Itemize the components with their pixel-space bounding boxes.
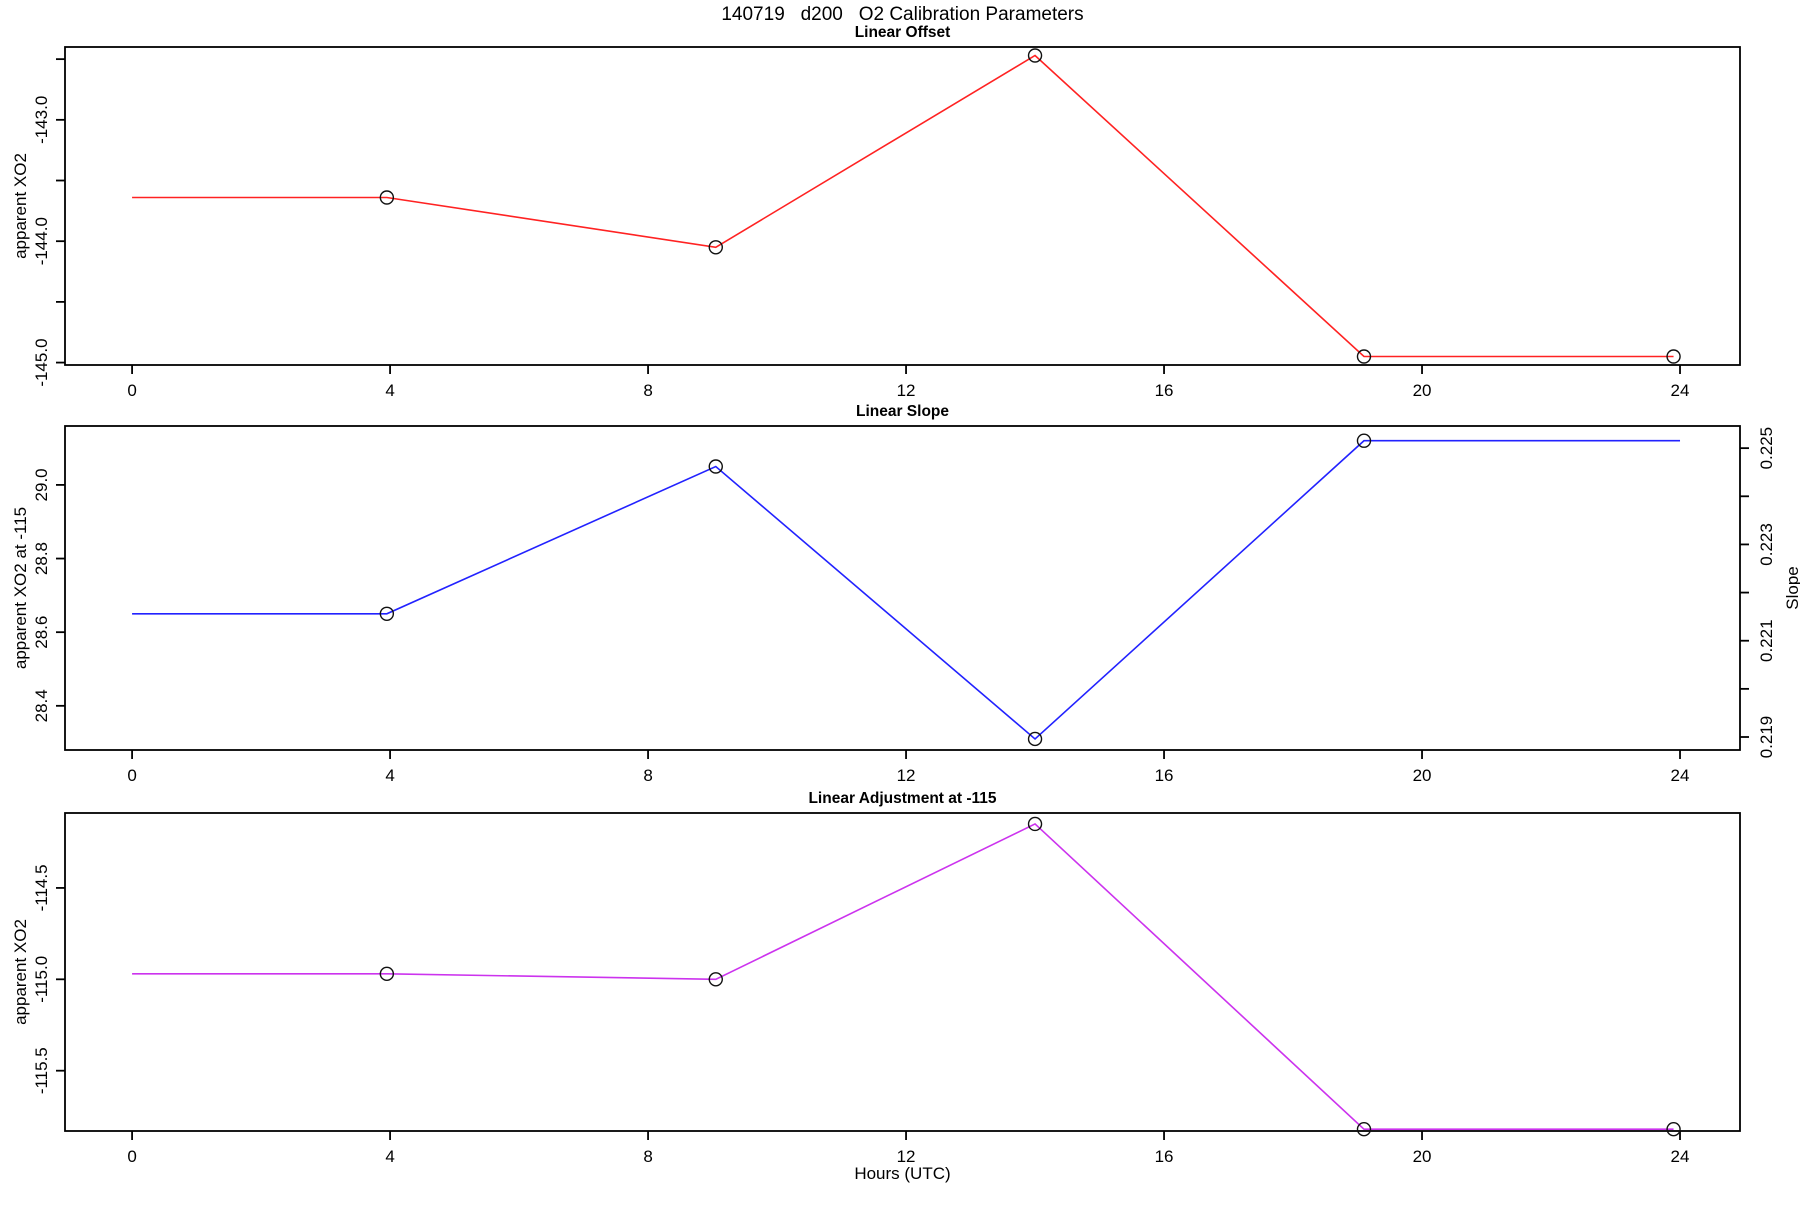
data-point-marker [1666,1121,1681,1137]
data-point-marker [1027,816,1043,832]
y-tick-label: 28.6 [32,616,51,649]
x-tick-label: 4 [385,1147,394,1166]
y-tick-label: 29.0 [32,468,51,501]
data-point-marker [1027,48,1043,63]
panel-box [64,425,1741,751]
data-point-marker [379,190,395,205]
y-tick-label: -114.5 [32,864,51,911]
y-tick-label: -145.0 [32,338,51,386]
series-line-adjustment_line [132,823,1674,1130]
x-tick-label: 20 [1413,381,1432,400]
x-tick-label: 0 [127,381,136,400]
x-tick-label: 20 [1413,766,1432,785]
x-tick-label: 8 [643,766,652,785]
panel-title: Linear Adjustment at -115 [808,790,996,807]
x-tick-label: 8 [643,1147,652,1166]
data-point-marker [1666,349,1681,364]
x-tick-label: 16 [1155,1147,1174,1166]
x-tick-label: 12 [897,766,916,785]
y2-tick-label: 0.221 [1757,619,1776,662]
x-tick-label: 24 [1671,381,1690,400]
x-tick-label: 0 [127,766,136,785]
page-title: 140719 d200 O2 Calibration Parameters [721,4,1084,25]
panel-box [64,812,1741,1132]
x-tick-label: 8 [643,381,652,400]
x-tick-label: 20 [1413,1147,1432,1166]
panel-title: Linear Offset [855,24,951,41]
y2-tick-label: 0.219 [1757,716,1776,759]
y-tick-label: -144.0 [32,217,51,265]
x-tick-label: 12 [897,1147,916,1166]
panel-title: Linear Slope [856,403,949,420]
data-point-marker [1027,731,1043,747]
data-point-marker [708,459,723,474]
y-axis-label: apparent XO2 [11,153,30,259]
y-tick-label: 28.4 [32,689,51,722]
x-tick-label: 4 [385,381,394,400]
y2-tick-label: 0.223 [1757,523,1776,566]
y-axis-label: apparent XO2 at -115 [11,507,30,669]
x-tick-label: 16 [1155,766,1174,785]
x-tick-label: 0 [127,1147,136,1166]
y-axis-label: apparent XO2 [11,919,30,1025]
x-tick-label: 4 [385,766,394,785]
data-point-marker [708,972,723,987]
y-tick-label: -143.0 [32,96,51,144]
panel-box [64,46,1741,366]
series-line-slope_line [132,439,1681,741]
data-point-marker [1356,433,1372,448]
series-line-offset_line [132,54,1674,358]
data-point-marker [1356,349,1372,364]
data-point-marker [379,966,395,982]
x-tick-label: 12 [897,381,916,400]
x-tick-label: 24 [1671,766,1690,785]
x-tick-label: 16 [1155,381,1174,400]
x-tick-label: 24 [1671,1147,1690,1166]
y-tick-label: -115.0 [32,956,51,1003]
y-tick-label: -115.5 [32,1047,51,1094]
y2-tick-label: 0.225 [1757,427,1776,470]
data-point-marker [1356,1121,1372,1137]
y-tick-label: 28.8 [32,542,51,575]
x-axis-label: Hours (UTC) [854,1164,950,1183]
y2-axis-label: Slope [1783,566,1800,609]
data-point-marker [379,606,395,621]
data-point-marker [708,240,723,255]
